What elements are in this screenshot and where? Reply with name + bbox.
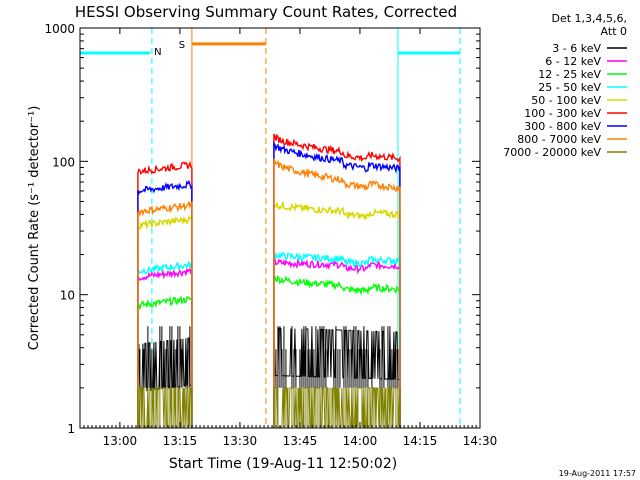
legend-label: 300 - 800 keV	[524, 120, 601, 133]
legend-label: 25 - 50 keV	[538, 81, 601, 94]
series-line-1	[273, 257, 401, 429]
legend-label: 12 - 25 keV	[538, 68, 601, 81]
series-line-3	[137, 259, 193, 428]
night-flag-label: N	[154, 47, 161, 58]
series-line-1	[137, 266, 193, 428]
x-tick-label: 13:30	[223, 434, 258, 448]
legend-label: 50 - 100 keV	[531, 94, 601, 107]
series-line-5	[137, 160, 193, 428]
x-tick-label: 13:15	[163, 434, 198, 448]
legend-label: 800 - 7000 keV	[517, 133, 601, 146]
series-line-6	[137, 179, 193, 428]
series-line-2	[273, 275, 401, 429]
series-line-4	[137, 215, 193, 428]
legend-label: 100 - 300 keV	[524, 107, 601, 120]
x-tick-label: 13:45	[283, 434, 318, 448]
series-line-7	[273, 158, 401, 429]
series-line-6	[273, 140, 401, 429]
saa-flag-label: S	[179, 40, 185, 51]
legend-header-2: Att 0	[601, 25, 627, 38]
plot-layer: NS	[79, 28, 461, 429]
y-tick-label: 1	[67, 422, 75, 436]
footer-date: 19-Aug-2011 17:57	[559, 469, 636, 478]
series-line-7	[137, 200, 193, 428]
series-line-5	[273, 133, 401, 429]
x-tick-label: 13:00	[103, 434, 138, 448]
legend-label: 3 - 6 keV	[552, 42, 601, 55]
series-line-4	[273, 200, 401, 429]
series-line-3	[273, 251, 401, 429]
y-tick-label: 10	[60, 289, 75, 303]
x-tick-label: 14:00	[343, 434, 378, 448]
legend-header-1: Det 1,3,4,5,6,	[551, 12, 627, 25]
x-axis-label: Start Time (19-Aug-11 12:50:02)	[169, 456, 397, 472]
legend-label: 6 - 12 keV	[545, 55, 601, 68]
legend-label: 7000 - 20000 keV	[503, 146, 601, 159]
x-tick-label: 14:15	[403, 434, 438, 448]
x-tick-label: 14:30	[463, 434, 498, 448]
chart-title: HESSI Observing Summary Count Rates, Cor…	[75, 3, 457, 21]
y-tick-label: 100	[52, 155, 75, 169]
y-tick-label: 1000	[44, 22, 75, 36]
series-line-8	[273, 387, 401, 429]
series-line-2	[137, 295, 193, 428]
y-axis-label: Corrected Count Rate (s⁻¹ detector⁻¹)	[27, 106, 42, 351]
